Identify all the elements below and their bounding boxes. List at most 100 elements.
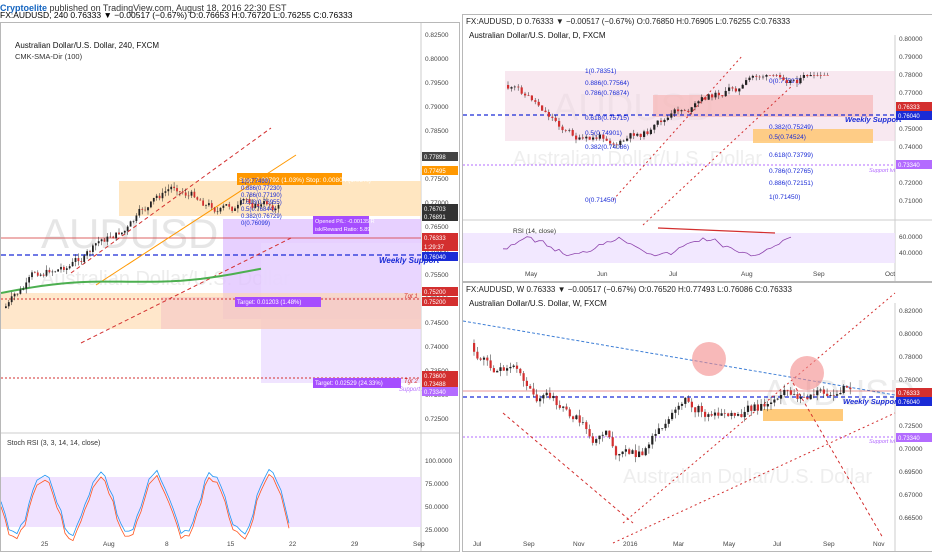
candle-body bbox=[479, 358, 482, 360]
candle-body bbox=[176, 188, 178, 192]
candle-body bbox=[562, 406, 565, 408]
candle-body bbox=[670, 113, 673, 118]
candle-body bbox=[826, 393, 829, 397]
candle-body bbox=[663, 119, 666, 123]
candle-body bbox=[25, 282, 28, 289]
candle-body bbox=[205, 205, 207, 206]
candle-body bbox=[103, 239, 106, 242]
weekly-support-label: Weekly Support bbox=[843, 397, 900, 406]
candle-body bbox=[135, 215, 138, 221]
chart-panel-daily[interactable]: FX:AUDUSD, D 0.76333 ▼ −0.00517 (−0.67%)… bbox=[462, 14, 932, 282]
candle-body bbox=[263, 201, 265, 205]
candle-body bbox=[138, 208, 141, 216]
candle-body bbox=[535, 394, 538, 402]
candle-body bbox=[65, 268, 68, 270]
candle-body bbox=[476, 351, 479, 359]
weekly-support-label: Weekly Support bbox=[379, 256, 440, 265]
publish-header: Cryptoelite published on TradingView.com… bbox=[0, 0, 932, 16]
candle-body bbox=[819, 75, 822, 76]
candle-body bbox=[193, 191, 196, 198]
candle-body bbox=[809, 75, 812, 77]
candle-body bbox=[74, 258, 77, 262]
x-tick-label: Aug bbox=[741, 271, 753, 278]
orange-trendline bbox=[95, 154, 297, 286]
candle-body bbox=[578, 137, 581, 140]
rsi-tick-label: 60.0000 bbox=[899, 234, 923, 241]
stoch-band bbox=[1, 477, 421, 527]
candle-body bbox=[86, 251, 88, 256]
candle-body bbox=[653, 124, 656, 130]
candle-body bbox=[94, 243, 97, 246]
chart-panel-4h[interactable]: Australian Dollar/U.S. Dollar, 240, FXCM… bbox=[0, 22, 460, 552]
h4-quote: FX:AUDUSD, 240 0.76333 ▼ −0.00517 (−0.67… bbox=[0, 10, 353, 20]
candle-body bbox=[710, 414, 713, 416]
candle-body bbox=[202, 200, 204, 206]
fib-level-label: 0.618(0.76955) bbox=[241, 200, 282, 206]
author-name[interactable]: Cryptoelite bbox=[0, 3, 48, 13]
candle-body bbox=[530, 95, 533, 101]
candle-body bbox=[667, 419, 670, 424]
weekly-chart-svg[interactable]: AUDUSD Australian Dollar/U.S. Dollar Weekl… bbox=[463, 283, 932, 551]
daily-watermark-sub: Australian Dollar/U.S. Dollar bbox=[513, 148, 762, 170]
stoch-k-line bbox=[1, 468, 290, 537]
price-tick-label: 0.78500 bbox=[425, 128, 449, 135]
fib-left-label: 0.382(0.74086) bbox=[585, 144, 629, 151]
x-tick-label: 25 bbox=[41, 541, 49, 548]
candle-body bbox=[482, 357, 486, 360]
candle-body bbox=[634, 450, 637, 458]
resistance-highlight-1 bbox=[692, 342, 726, 376]
candle-body bbox=[674, 409, 677, 413]
candle-body bbox=[809, 394, 812, 400]
candle-body bbox=[690, 107, 693, 112]
candle-body bbox=[731, 87, 734, 89]
candle-body bbox=[213, 207, 216, 212]
stop-label: Stop: 0.00792 (1.03%) Stop: 0.00804 (1.0… bbox=[239, 177, 371, 184]
candle-body bbox=[802, 75, 805, 78]
candle-body bbox=[766, 404, 769, 407]
price-tag-label: 0.76040 bbox=[898, 400, 920, 406]
candle-body bbox=[173, 186, 175, 189]
candle-body bbox=[77, 258, 80, 262]
price-tag-box bbox=[896, 160, 932, 169]
chart-panel-weekly[interactable]: FX:AUDUSD, W 0.76333 ▼ −0.00517 (−0.67%)… bbox=[462, 282, 932, 552]
candle-body bbox=[537, 101, 540, 106]
candle-body bbox=[746, 405, 750, 412]
candle-body bbox=[740, 414, 743, 418]
candle-body bbox=[646, 131, 649, 135]
candle-body bbox=[257, 203, 260, 207]
candle-body bbox=[785, 80, 788, 83]
candle-body bbox=[216, 211, 219, 213]
candle-body bbox=[677, 405, 680, 410]
candle-body bbox=[793, 394, 796, 395]
daily-symbol-title: Australian Dollar/U.S. Dollar, D, FXCM bbox=[469, 31, 606, 40]
candle-body bbox=[80, 261, 83, 263]
candle-body bbox=[274, 208, 277, 211]
support-lvl-label: Support lvl bbox=[869, 439, 896, 445]
candle-body bbox=[48, 269, 51, 273]
candle-body bbox=[588, 429, 591, 437]
candle-body bbox=[245, 198, 248, 200]
candle-body bbox=[489, 360, 492, 369]
candle-body bbox=[190, 191, 193, 196]
price-tag-box bbox=[422, 166, 458, 175]
candle-body bbox=[773, 399, 776, 403]
candle-body bbox=[22, 288, 25, 290]
candle-body bbox=[602, 134, 605, 139]
price-tick-label: 0.69500 bbox=[899, 469, 923, 476]
candle-body bbox=[112, 236, 115, 239]
candle-body bbox=[83, 255, 86, 263]
target2-label: Target: 0.02529 (24.33%) bbox=[315, 381, 383, 387]
price-tag-label: 0.73488 bbox=[424, 382, 446, 388]
weekly-symbol-title: Australian Dollar/U.S. Dollar, W, FXCM bbox=[469, 299, 607, 308]
candle-body bbox=[254, 203, 257, 208]
candle-body bbox=[10, 296, 13, 303]
candle-body bbox=[677, 109, 680, 112]
candle-body bbox=[812, 394, 816, 396]
candle-body bbox=[680, 403, 684, 406]
rsi-divergence-line bbox=[657, 227, 776, 234]
candle-body bbox=[63, 266, 65, 270]
candle-body bbox=[7, 302, 10, 307]
x-tick-label: Aug bbox=[103, 541, 115, 548]
